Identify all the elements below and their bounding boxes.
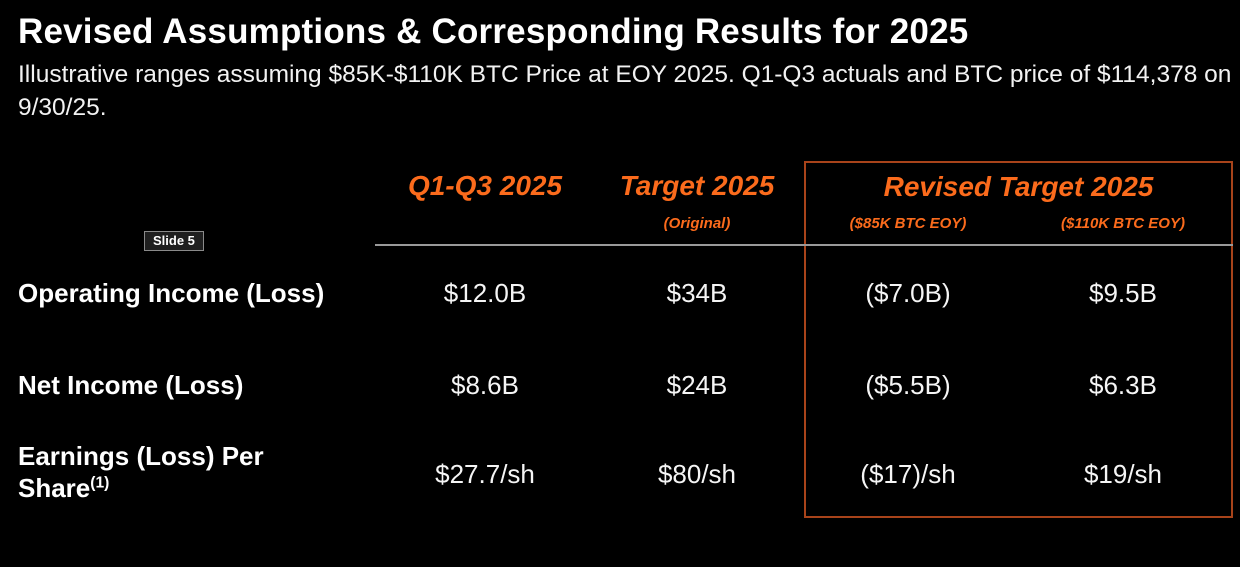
cell-operating-income-target: $34B — [666, 278, 728, 308]
column-subheader-110k-btc-eoy: ($110K BTC EOY) — [1061, 215, 1185, 232]
revised-target-box — [804, 161, 1233, 518]
cell-net-income-revised-85k: ($5.5B) — [865, 370, 951, 400]
cell-net-income-revised-110k: $6.3B — [1089, 370, 1157, 400]
row-label-earnings-text: Earnings (Loss) Per Share — [18, 441, 264, 503]
group-header-revised-target-2025: Revised Target 2025 — [883, 171, 1154, 202]
cell-eps-q1q3: $27.7/sh — [435, 459, 535, 489]
cell-operating-income-revised-110k: $9.5B — [1089, 278, 1157, 308]
cell-eps-revised-110k: $19/sh — [1083, 459, 1163, 489]
row-label-operating-income: Operating Income (Loss) — [18, 278, 325, 308]
slide-subtitle: Illustrative ranges assuming $85K-$110K … — [18, 61, 1232, 121]
slide-title: Revised Assumptions & Corresponding Resu… — [18, 12, 969, 51]
column-header-q1-q3-2025: Q1-Q3 2025 — [407, 170, 563, 201]
cell-operating-income-q1q3: $12.0B — [443, 278, 527, 308]
cell-net-income-target: $24B — [666, 370, 728, 400]
row-label-earnings-per-share: Earnings (Loss) Per Share(1) — [18, 441, 318, 504]
footnote-marker: (1) — [90, 474, 110, 492]
cell-eps-target: $80/sh — [657, 459, 737, 489]
column-subheader-original: (Original) — [663, 215, 731, 232]
cell-net-income-q1q3: $8.6B — [451, 370, 519, 400]
column-subheader-85k-btc-eoy: ($85K BTC EOY) — [849, 215, 967, 232]
cell-eps-revised-85k: ($17)/sh — [860, 459, 956, 489]
row-label-net-income: Net Income (Loss) — [18, 370, 244, 400]
header-divider-line — [375, 244, 1233, 246]
column-header-target-2025: Target 2025 — [619, 170, 775, 201]
slide-number-badge: Slide 5 — [144, 231, 204, 251]
cell-operating-income-revised-85k: ($7.0B) — [865, 278, 951, 308]
